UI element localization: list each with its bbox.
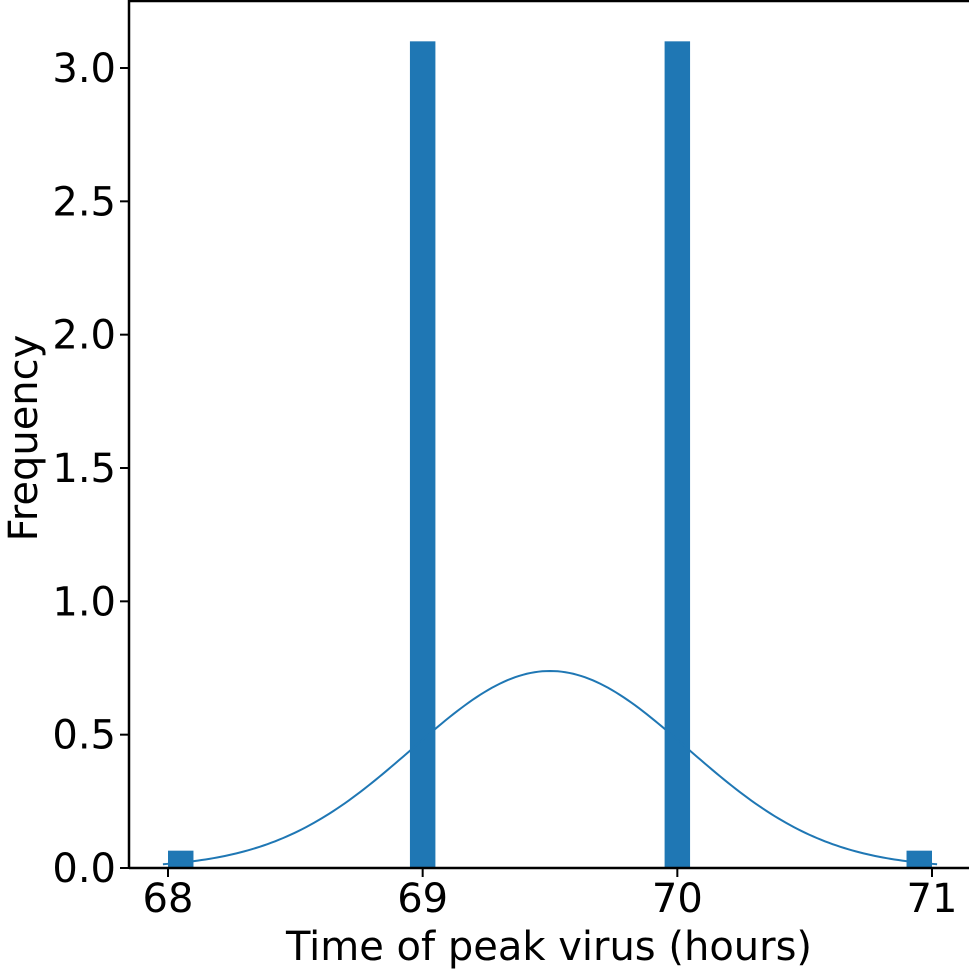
y-ticks-group: 0.0 0.5 1.0 1.5 2.0 2.5 3.0 xyxy=(52,46,129,892)
histogram-bar xyxy=(906,850,932,868)
y-axis-title: Frequency xyxy=(1,335,47,542)
x-ticks-group: 68 69 70 71 xyxy=(143,868,958,922)
y-tick-label: 3.0 xyxy=(52,46,116,92)
x-axis-title: Time of peak virus (hours) xyxy=(285,924,812,969)
x-tick-label: 69 xyxy=(397,876,448,922)
y-tick-label: 0.0 xyxy=(52,846,116,892)
histogram-bar xyxy=(168,850,194,868)
x-tick-label: 71 xyxy=(907,876,958,922)
histogram-bar xyxy=(409,41,436,869)
histogram-bar xyxy=(664,41,691,869)
bars-group xyxy=(168,41,932,869)
y-tick-label: 0.5 xyxy=(52,713,116,759)
y-tick-label: 2.0 xyxy=(52,313,116,359)
y-tick-label: 2.5 xyxy=(52,179,116,225)
x-tick-label: 70 xyxy=(652,876,703,922)
y-tick-label: 1.0 xyxy=(52,579,116,625)
density-curve xyxy=(162,669,938,866)
y-tick-label: 1.5 xyxy=(52,446,116,492)
x-tick-label: 68 xyxy=(143,876,194,922)
